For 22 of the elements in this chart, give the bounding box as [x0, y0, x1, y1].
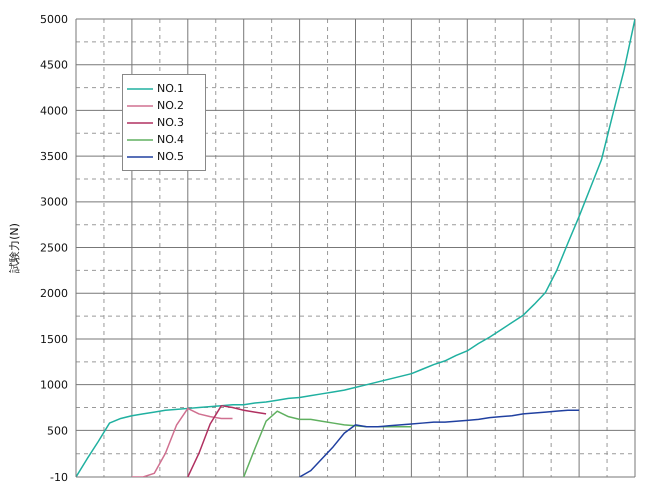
legend-label: NO.1: [157, 82, 184, 95]
y-tick-label: -10: [50, 470, 68, 484]
y-tick-label: 2500: [40, 241, 68, 254]
y-tick-label: 1500: [40, 332, 68, 346]
y-tick-label: 3000: [40, 196, 68, 209]
line-series: [76, 19, 635, 477]
line-series: [298, 410, 580, 477]
legend-label: NO.5: [157, 150, 184, 163]
legend-label: NO.2: [157, 99, 184, 112]
line-series: [187, 404, 267, 477]
y-tick-label: 500: [47, 424, 68, 438]
legend-label: NO.3: [157, 116, 184, 129]
y-tick-label: 4500: [40, 58, 68, 72]
y-tick-label: 3500: [40, 150, 68, 164]
y-axis-title: 試験力(N): [8, 223, 21, 273]
y-tick-label: 4000: [40, 104, 68, 118]
line-series: [131, 408, 234, 477]
legend-label: NO.4: [157, 133, 184, 146]
line-series: [242, 410, 412, 477]
y-tick-label: 5000: [40, 12, 68, 26]
y-tick-label: 1000: [40, 378, 68, 392]
y-tick-label: 2000: [40, 287, 68, 300]
